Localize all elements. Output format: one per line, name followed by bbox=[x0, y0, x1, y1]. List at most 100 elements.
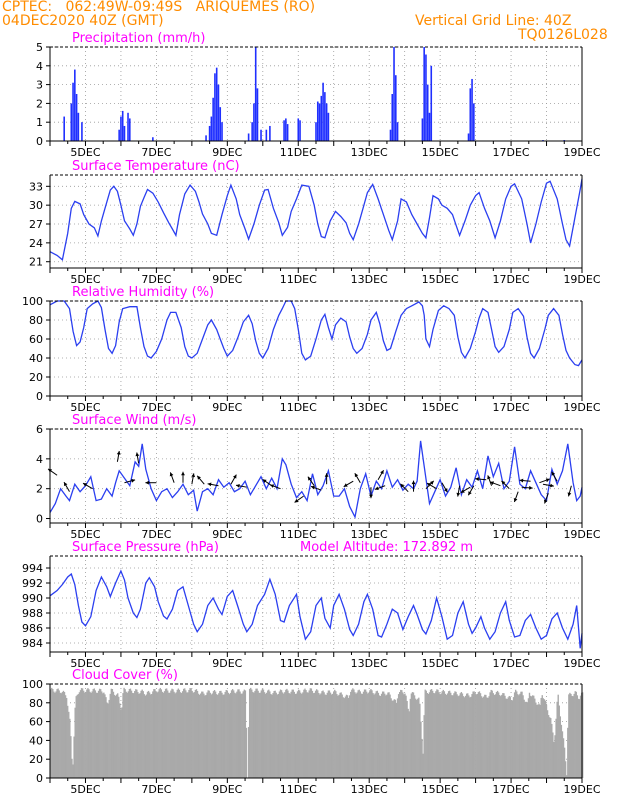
cloud-bar bbox=[288, 693, 290, 778]
cloud-bar bbox=[291, 689, 293, 778]
cloud-bar bbox=[455, 691, 457, 778]
cloud-bar bbox=[261, 688, 264, 778]
cloud-bar bbox=[370, 689, 372, 778]
cloud-bar bbox=[439, 694, 441, 778]
precip-bar bbox=[299, 120, 301, 141]
cloud-bar bbox=[74, 707, 76, 778]
cloud-bar bbox=[151, 693, 153, 778]
cloud-bar bbox=[155, 691, 157, 778]
cloud-bar bbox=[241, 693, 243, 778]
precip-bar bbox=[315, 122, 317, 141]
x-tick-label: 17DEC bbox=[493, 783, 530, 796]
cloud-bar bbox=[300, 692, 302, 778]
cloud-bar bbox=[179, 692, 182, 778]
cloud-bar bbox=[64, 695, 67, 778]
cloud-bar bbox=[553, 741, 555, 778]
y-tick-label: 2 bbox=[36, 483, 43, 496]
cloud-bar bbox=[86, 689, 88, 778]
wind-arrow-head bbox=[551, 471, 556, 476]
x-tick-label: 13DEC bbox=[351, 146, 388, 159]
cloud-bar bbox=[124, 689, 126, 778]
cloud-bar bbox=[311, 690, 314, 778]
cloud-bar bbox=[422, 753, 424, 778]
cloud-bar bbox=[76, 694, 78, 778]
cloud-bar bbox=[326, 692, 329, 778]
cloud-bar bbox=[302, 692, 304, 778]
x-tick-label: 5DEC bbox=[70, 401, 100, 414]
run-time-header: 04DEC2020 40Z (GMT) bbox=[2, 13, 164, 29]
cloud-bar bbox=[404, 693, 406, 778]
y-tick-label: 0 bbox=[36, 135, 43, 148]
wind-arrow-head bbox=[310, 485, 315, 490]
precip-bar bbox=[393, 47, 395, 141]
model-altitude-annotation: Model Altitude: 172.892 m bbox=[300, 540, 473, 555]
y-tick-label: 5 bbox=[36, 41, 43, 54]
cloud-bar bbox=[403, 694, 405, 778]
cloud-bar bbox=[104, 694, 106, 778]
y-tick-label: 986 bbox=[22, 622, 43, 635]
cloud-bar bbox=[556, 701, 558, 778]
precip-bar bbox=[152, 137, 154, 141]
cloud-bar bbox=[491, 690, 493, 778]
precip-bar bbox=[121, 110, 124, 141]
precip-bar bbox=[316, 101, 319, 141]
cloud-bar bbox=[111, 689, 114, 778]
cloud-bar bbox=[87, 688, 89, 778]
cloud-bar bbox=[362, 691, 365, 778]
cloud-bar bbox=[573, 693, 575, 778]
cloud-bar bbox=[523, 699, 525, 778]
cloud-bar bbox=[444, 693, 447, 778]
cloud-bar bbox=[481, 697, 484, 778]
cloud-bar bbox=[346, 695, 349, 778]
wind-arrow-head bbox=[191, 473, 196, 478]
cloud-bar bbox=[484, 694, 486, 778]
cloud-bar bbox=[253, 692, 255, 778]
cloud-bar bbox=[251, 689, 253, 778]
cloud-bar bbox=[161, 691, 164, 778]
precip-bar bbox=[395, 75, 397, 141]
wind-arrow-head bbox=[460, 489, 465, 493]
cloud-bar bbox=[424, 689, 426, 778]
x-tick-label: 9DEC bbox=[212, 273, 242, 286]
cloud-bar bbox=[231, 689, 234, 778]
cloud-bar bbox=[289, 693, 291, 778]
cloud-bar bbox=[555, 718, 557, 778]
cloud-bar bbox=[525, 701, 527, 778]
cloud-bar bbox=[388, 692, 390, 778]
cloud-bar bbox=[558, 705, 560, 778]
precip-bar bbox=[473, 103, 475, 141]
cloud-bar bbox=[88, 689, 90, 778]
cloud-bar bbox=[329, 692, 332, 778]
cloud-bar bbox=[145, 694, 148, 778]
cloud-bar bbox=[51, 687, 53, 778]
cloud-bar bbox=[459, 693, 462, 778]
model-code: TQ0126L028 bbox=[518, 27, 608, 43]
cloud-bar bbox=[460, 692, 463, 778]
wind-panel: Surface Wind (m/s) 0 2 4 6 5DEC 7DEC 9DEC 11DEC 1… bbox=[36, 413, 601, 541]
cloud-bar bbox=[364, 689, 367, 778]
wind-title: Surface Wind (m/s) bbox=[72, 413, 196, 428]
cloud-bar bbox=[361, 693, 364, 778]
precip-bar bbox=[210, 116, 213, 141]
cloud-bar bbox=[168, 692, 170, 778]
cloud-bar bbox=[336, 694, 338, 778]
y-tick-label: 1 bbox=[36, 116, 43, 129]
wind-arrow-head bbox=[232, 474, 237, 479]
cloud-bar bbox=[157, 691, 159, 778]
cloud-bar bbox=[176, 689, 178, 778]
cloud-bar bbox=[338, 694, 340, 778]
cloud-bar bbox=[512, 697, 515, 778]
cloud-bar bbox=[441, 691, 443, 778]
cloud-bar bbox=[377, 692, 380, 778]
precip-bar bbox=[423, 47, 425, 141]
cloud-bar bbox=[169, 692, 171, 778]
precip-bar bbox=[269, 125, 271, 141]
cloud-bar bbox=[146, 691, 149, 778]
y-tick-label: 21 bbox=[29, 256, 43, 269]
cloud-bar bbox=[85, 691, 87, 778]
cloud-bar bbox=[578, 699, 581, 778]
cloud-bar bbox=[187, 692, 189, 778]
cloud-bar bbox=[427, 693, 430, 778]
x-tick-label: 15DEC bbox=[422, 783, 459, 796]
cloud-bar bbox=[488, 696, 490, 778]
